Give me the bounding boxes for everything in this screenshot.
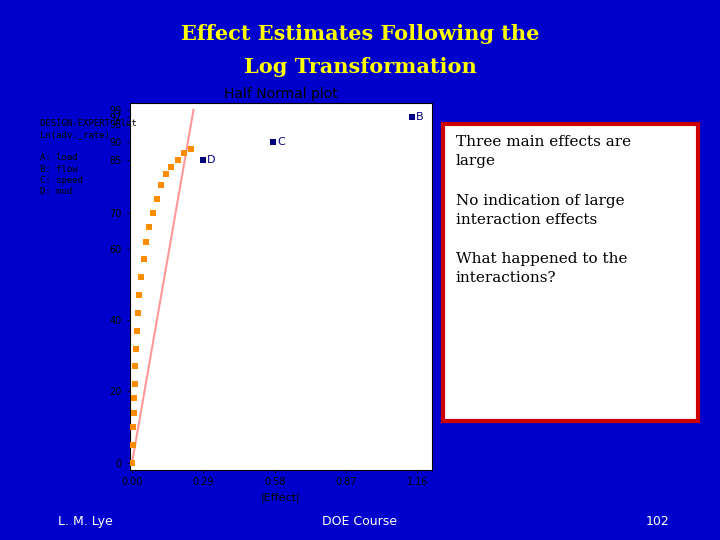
X-axis label: |Effect|: |Effect| (261, 493, 301, 503)
Point (185, 145, 197, 153)
Point (127, 423, 139, 431)
Point (143, 223, 155, 232)
Point (147, 209, 158, 218)
Point (268, 138, 279, 146)
Point (197, 156, 209, 164)
Text: C: C (277, 137, 285, 147)
Point (172, 156, 184, 164)
Point (161, 170, 172, 178)
Text: 102: 102 (646, 515, 670, 528)
Point (178, 148, 189, 157)
Text: Effect Estimates Following the: Effect Estimates Following the (181, 24, 539, 44)
Point (140, 237, 152, 246)
Point (127, 408, 139, 417)
Point (130, 345, 142, 353)
Point (135, 273, 147, 281)
Text: DESIGN-EXPERT Plot
Ln(adv._rate)

A: load
B: flow
C: speed
D: mud: DESIGN-EXPERT Plot Ln(adv._rate) A: load… (40, 119, 136, 197)
Text: L. M. Lye: L. M. Lye (58, 515, 112, 528)
Point (130, 362, 141, 371)
Point (127, 441, 138, 449)
Point (126, 458, 138, 467)
Text: Three main effects are
large

No indication of large
interaction effects

What h: Three main effects are large No indicati… (456, 135, 631, 286)
Point (156, 180, 167, 189)
Text: B: B (416, 112, 423, 122)
Text: DOE Course: DOE Course (323, 515, 397, 528)
Point (129, 380, 140, 389)
Text: Log Transformation: Log Transformation (243, 57, 477, 77)
Point (407, 112, 418, 121)
Point (166, 163, 177, 171)
Title: Half Normal plot: Half Normal plot (224, 87, 338, 102)
Point (128, 394, 140, 403)
Point (134, 291, 145, 300)
Point (132, 309, 144, 318)
Point (151, 194, 163, 203)
Text: D: D (207, 154, 215, 165)
Point (131, 327, 143, 335)
Point (138, 255, 149, 264)
